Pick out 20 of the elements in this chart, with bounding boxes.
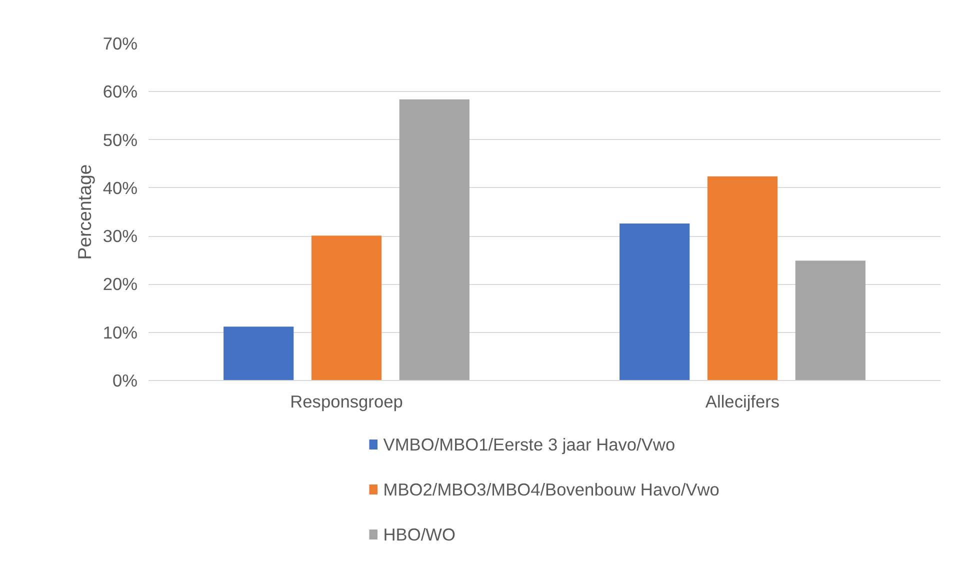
x-tick-label: Responsgroep [290,392,403,412]
y-tick-label: 60% [102,82,138,102]
bar [620,224,690,380]
bar [224,326,294,380]
y-tick-label: 10% [102,322,138,342]
legend-label: MBO2/MBO3/MBO4/Bovenbouw Havo/Vwo [383,480,720,500]
bar [311,236,382,380]
x-tick-label: Allecijfers [705,392,780,412]
y-tick-label: 70% [102,34,138,54]
bar [795,260,866,380]
y-tick-label: 30% [102,226,138,246]
y-axis-title: Percentage [74,164,95,260]
legend-label: VMBO/MBO1/Eerste 3 jaar Havo/Vwo [383,434,676,454]
bar [707,176,778,380]
y-tick-label: 50% [102,130,138,150]
y-tick-label: 20% [102,274,138,294]
y-tick-label: 40% [102,178,138,198]
y-tick-label: 0% [112,370,138,390]
legend-label: HBO/WO [383,524,456,544]
bar [399,99,470,380]
